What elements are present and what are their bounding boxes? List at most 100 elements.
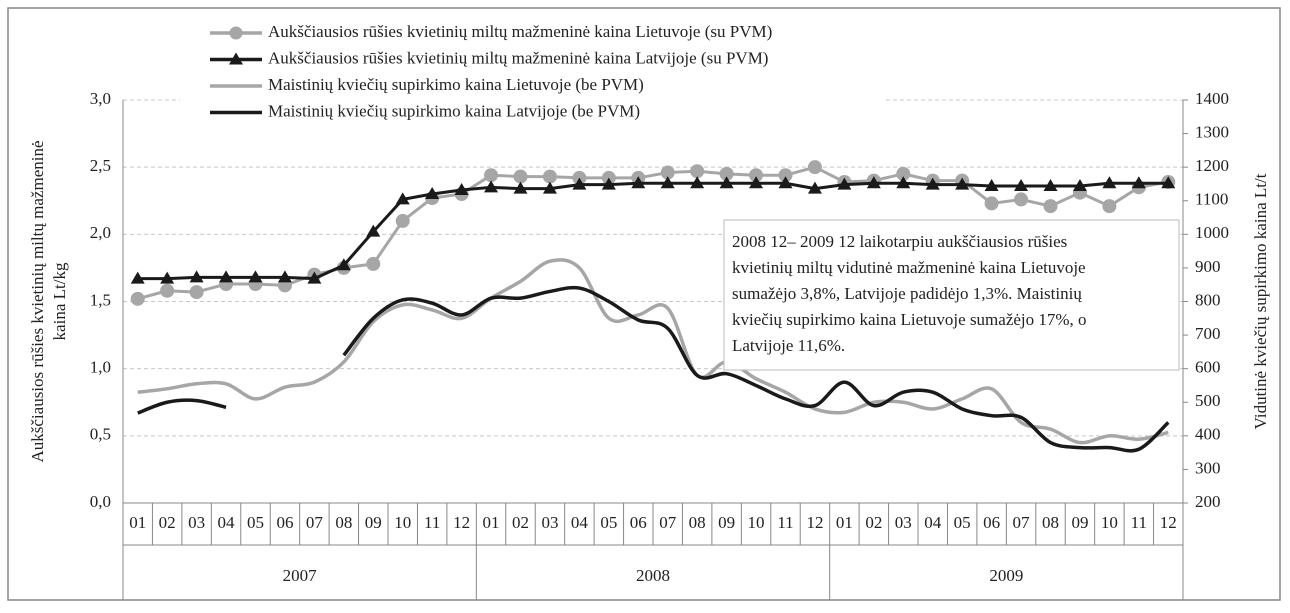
marker xyxy=(1102,176,1117,189)
annotation-line: sumažėjo 3,8%, Latvijoje padidėjo 1,3%. … xyxy=(732,284,1082,303)
y2-tick-label: 400 xyxy=(1195,425,1221,444)
y2-axis-title-line: Vidutinė kviečių supirkimo kaina Lt/t xyxy=(1251,173,1270,429)
x-tick-label: 05 xyxy=(247,513,264,532)
x-tick-label: 11 xyxy=(1131,513,1147,532)
x-tick-label: 07 xyxy=(1013,513,1031,532)
marker xyxy=(307,271,322,284)
y-tick-label: 1,0 xyxy=(90,358,111,377)
year-label: 2007 xyxy=(283,566,318,585)
marker xyxy=(425,187,440,200)
marker xyxy=(1043,199,1058,214)
marker xyxy=(601,177,616,190)
x-tick-label: 02 xyxy=(159,513,176,532)
y2-tick-label: 500 xyxy=(1195,391,1221,410)
x-tick-label: 08 xyxy=(1042,513,1059,532)
x-tick-label: 11 xyxy=(777,513,793,532)
y2-tick-label: 300 xyxy=(1195,458,1221,477)
marker xyxy=(1014,178,1029,191)
x-tick-label: 06 xyxy=(276,513,293,532)
marker xyxy=(160,283,175,298)
series-line xyxy=(342,285,1170,453)
year-label: 2009 xyxy=(989,566,1023,585)
marker xyxy=(866,176,881,189)
y-axis-title-line: kaina Lt/kg xyxy=(50,262,69,340)
series-line xyxy=(137,398,227,415)
marker xyxy=(513,181,528,194)
x-tick-label: 09 xyxy=(718,513,735,532)
marker xyxy=(925,177,940,190)
marker xyxy=(837,177,852,190)
marker xyxy=(542,169,557,184)
x-tick-label: 10 xyxy=(394,513,411,532)
annotation-line: 2008 12– 2009 12 laikotarpiu aukščiausio… xyxy=(732,232,1067,251)
marker xyxy=(807,160,822,175)
x-tick-label: 06 xyxy=(630,513,647,532)
marker xyxy=(955,177,970,190)
y2-tick-label: 1000 xyxy=(1195,223,1229,242)
marker xyxy=(395,192,410,205)
annotation-line: kviečių supirkimo kaina Lietuvoje sumažė… xyxy=(732,310,1087,329)
x-tick-label: 01 xyxy=(129,513,146,532)
annotation-line: kvietinių miltų vidutinė mažmeninė kaina… xyxy=(732,258,1086,277)
marker xyxy=(690,164,705,179)
marker xyxy=(690,176,705,189)
x-tick-label: 03 xyxy=(895,513,912,532)
y-tick-label: 3,0 xyxy=(90,89,111,108)
legend-label: Maistinių kviečių supirkimo kaina Lietuv… xyxy=(268,75,644,94)
series-line xyxy=(137,181,1169,281)
legend-label: Aukščiausios rūšies kvietinių miltų mažm… xyxy=(268,48,768,67)
x-tick-label: 04 xyxy=(218,513,236,532)
y-axis-title: Aukščiausios rūšies kvietinių miltų mažm… xyxy=(28,140,69,462)
marker xyxy=(130,291,145,306)
x-tick-label: 04 xyxy=(924,513,942,532)
marker xyxy=(1043,178,1058,191)
x-tick-label: 02 xyxy=(512,513,529,532)
marker xyxy=(336,258,351,271)
annotation-line: Latvijoje 11,6%. xyxy=(732,336,845,355)
marker xyxy=(778,176,793,189)
y2-tick-label: 1300 xyxy=(1195,122,1229,141)
marker xyxy=(896,166,911,181)
marker xyxy=(807,181,822,194)
x-tick-label: 05 xyxy=(600,513,617,532)
y-tick-label: 2,5 xyxy=(90,156,111,175)
y2-tick-label: 1200 xyxy=(1195,156,1229,175)
y-tick-label: 1,5 xyxy=(90,290,111,309)
y2-tick-label: 1400 xyxy=(1195,89,1229,108)
y2-axis-title: Vidutinė kviečių supirkimo kaina Lt/t xyxy=(1251,173,1270,429)
annotation-box xyxy=(723,219,1180,371)
marker xyxy=(189,285,204,300)
x-tick-label: 03 xyxy=(541,513,558,532)
x-tick-label: 09 xyxy=(365,513,382,532)
marker xyxy=(749,168,764,183)
marker xyxy=(631,176,646,189)
marker xyxy=(542,181,557,194)
legend-box xyxy=(180,18,885,130)
marker xyxy=(366,256,381,271)
x-tick-label: 01 xyxy=(836,513,853,532)
marker xyxy=(130,271,145,284)
year-label: 2008 xyxy=(636,566,670,585)
legend-marker xyxy=(229,52,243,65)
marker xyxy=(248,270,263,283)
x-tick-label: 10 xyxy=(1101,513,1118,532)
x-tick-label: 12 xyxy=(453,513,470,532)
marker xyxy=(1072,178,1087,191)
series-line xyxy=(137,258,1169,445)
x-tick-label: 12 xyxy=(1160,513,1177,532)
legend-label: Aukščiausios rūšies kvietinių miltų mažm… xyxy=(268,22,772,41)
x-tick-label: 02 xyxy=(865,513,882,532)
y2-tick-label: 700 xyxy=(1195,324,1221,343)
marker xyxy=(1014,192,1029,207)
y2-tick-label: 600 xyxy=(1195,358,1221,377)
marker xyxy=(1161,176,1176,189)
marker xyxy=(484,180,499,193)
marker xyxy=(778,168,793,183)
y-tick-label: 0,0 xyxy=(90,492,111,511)
x-tick-label: 09 xyxy=(1071,513,1088,532)
marker xyxy=(513,169,528,184)
y-tick-label: 0,5 xyxy=(90,425,111,444)
marker xyxy=(395,213,410,228)
x-tick-label: 05 xyxy=(954,513,971,532)
